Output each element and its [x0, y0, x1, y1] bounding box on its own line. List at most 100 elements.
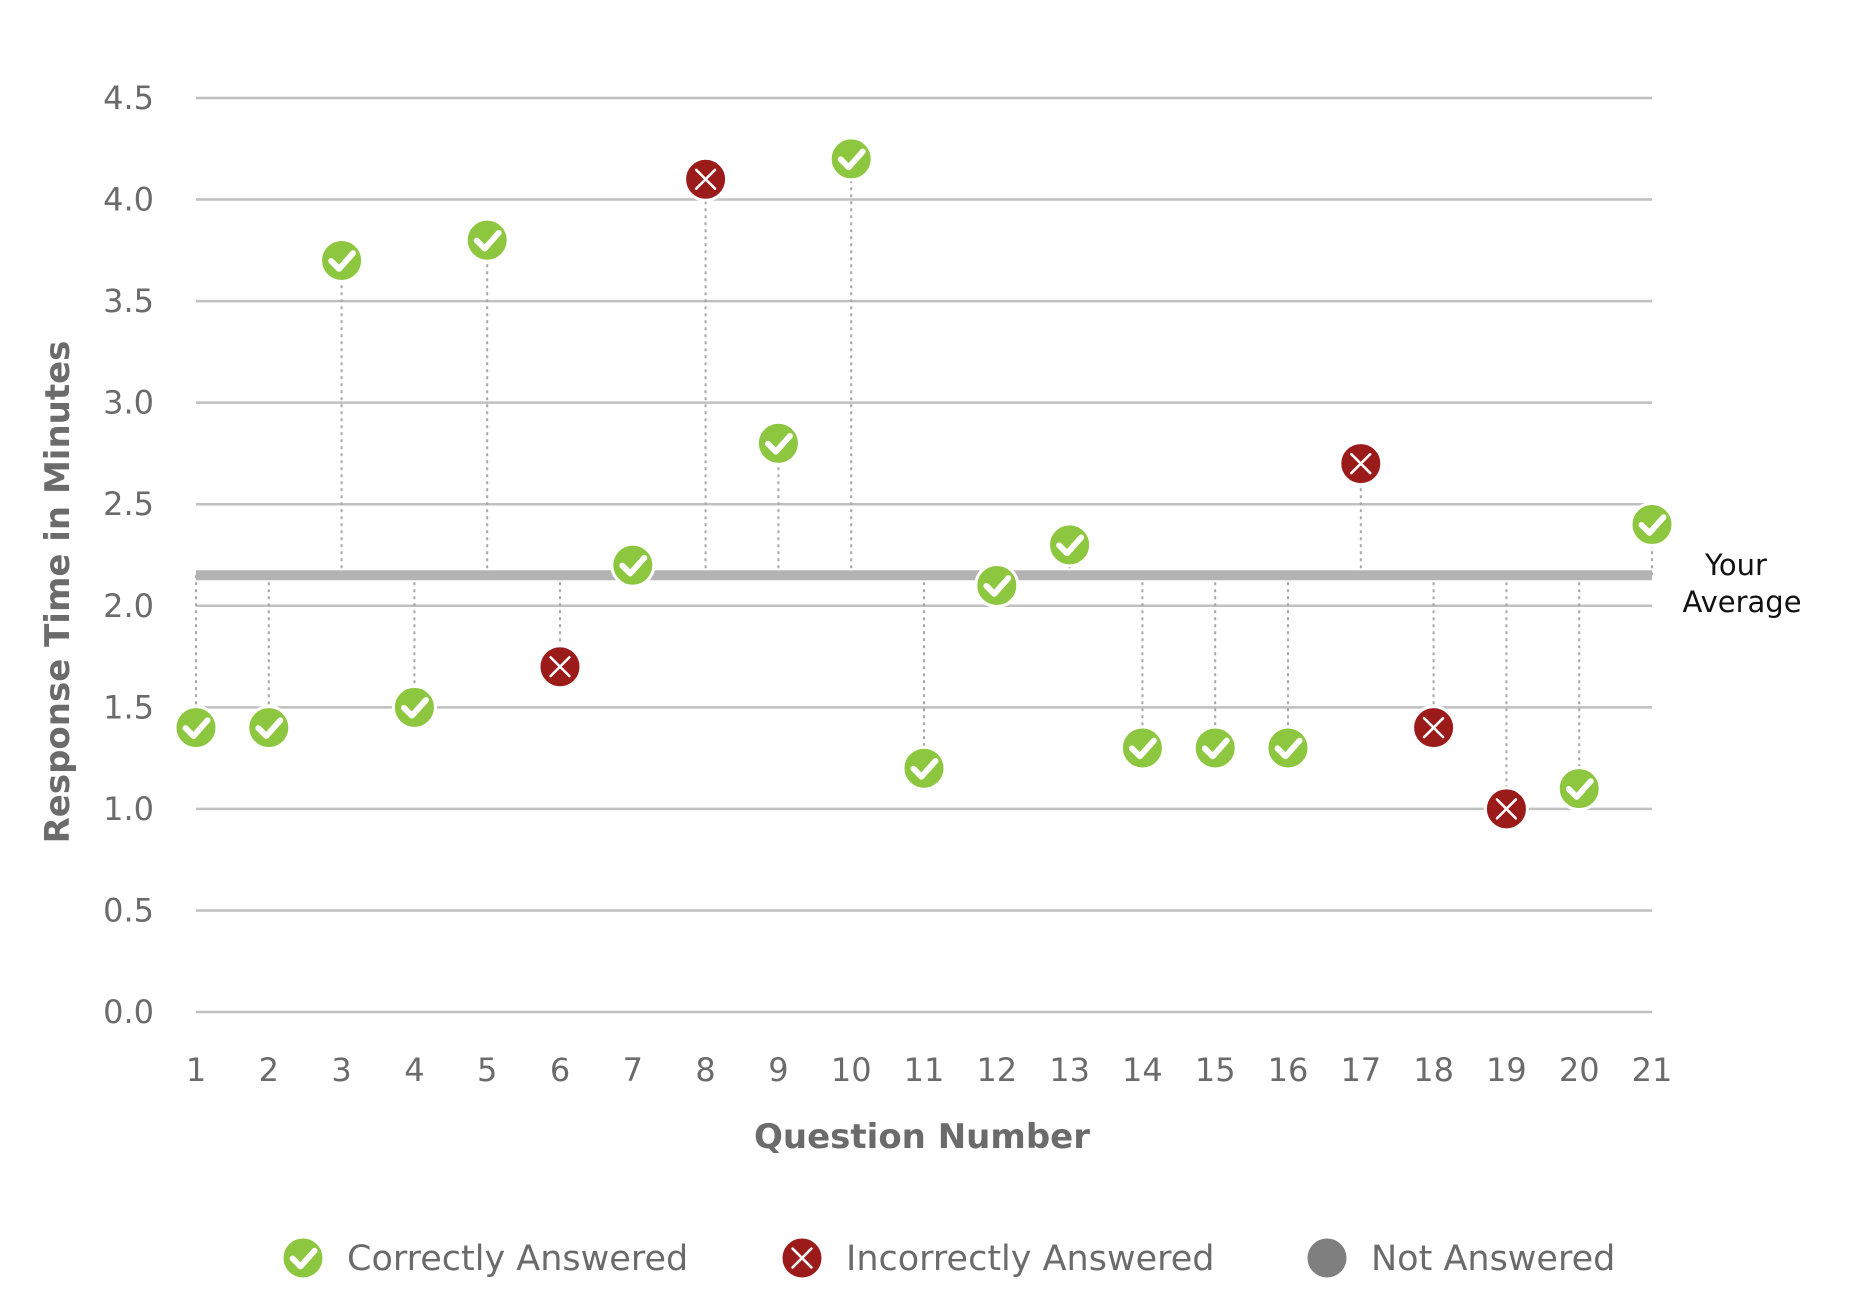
x-tick-label: 19: [1486, 1051, 1527, 1089]
check-circle-icon: [1192, 725, 1238, 771]
x-mark: [694, 168, 717, 190]
legend-item-none: Not Answered: [1304, 1235, 1615, 1281]
x-tick-label: 5: [477, 1051, 497, 1089]
x-tick-label: 21: [1632, 1051, 1673, 1089]
x-tick-label: 6: [550, 1051, 570, 1089]
data-point: [974, 562, 1020, 608]
average-label-line1: Your: [1704, 548, 1767, 582]
check-circle-icon: [828, 136, 874, 182]
data-point: [828, 136, 874, 182]
check-mark: [1056, 534, 1085, 557]
legend-label: Correctly Answered: [347, 1239, 688, 1279]
data-point: [537, 644, 583, 690]
y-axis-ticks: 0.0 0.5 1.0 1.5 2.0 2.5 3.0 3.5 4.0 4.5: [103, 79, 154, 1031]
legend-marker: [779, 1235, 825, 1281]
x-tick-label: 2: [259, 1051, 279, 1089]
check-circle-icon: [280, 1235, 326, 1281]
check-circle-icon: [391, 684, 437, 730]
check-mark: [255, 717, 284, 739]
check-mark: [289, 1247, 318, 1270]
check-mark: [328, 250, 357, 272]
check-circle-icon: [319, 237, 365, 283]
check-mark: [1128, 737, 1157, 760]
check-circle-icon: [755, 420, 801, 466]
y-tick-label: 1.0: [103, 790, 154, 828]
data-point: [1338, 441, 1384, 487]
data-point: [1192, 725, 1238, 771]
y-tick-label: 4.0: [103, 181, 154, 219]
check-circle-icon: [1265, 725, 1311, 771]
y-tick-label: 3.5: [103, 282, 154, 320]
data-point: [755, 420, 801, 466]
x-tick-label: 9: [768, 1051, 788, 1089]
check-mark: [400, 697, 429, 719]
x-axis-title: Question Number: [754, 1117, 1090, 1157]
y-tick-label: 0.5: [103, 891, 154, 929]
x-mark: [791, 1247, 813, 1269]
x-tick-label: 15: [1195, 1051, 1236, 1089]
data-point: [173, 705, 219, 751]
check-mark: [1565, 778, 1594, 800]
data-point: [1119, 725, 1165, 771]
y-tick-label: 2.5: [103, 485, 154, 523]
legend-marker: [280, 1235, 326, 1281]
x-mark: [1422, 716, 1445, 739]
check-mark: [473, 229, 502, 252]
check-mark: [910, 757, 939, 780]
legend-item-incorrect: Incorrectly Answered: [779, 1235, 1215, 1281]
y-tick-label: 2.0: [103, 587, 154, 625]
x-tick-label: 11: [904, 1051, 945, 1089]
x-tick-label: 20: [1559, 1051, 1600, 1089]
check-circle-icon: [1629, 502, 1675, 548]
y-axis-title: Response Time in Minutes: [38, 341, 78, 844]
data-point: [1629, 502, 1675, 548]
x-tick-label: 3: [331, 1051, 351, 1089]
y-tick-label: 1.5: [103, 688, 154, 726]
check-circle-icon: [974, 562, 1020, 608]
data-point: [319, 237, 365, 283]
data-point: [901, 745, 947, 791]
check-circle-icon: [1556, 766, 1602, 812]
average-label-line2: Average: [1682, 585, 1801, 619]
data-point: [683, 156, 729, 202]
y-tick-label: 3.0: [103, 384, 154, 422]
y-tick-label: 4.5: [103, 79, 154, 117]
data-point: [1556, 766, 1602, 812]
x-tick-label: 4: [404, 1051, 424, 1089]
check-mark: [1201, 737, 1230, 760]
data-point: [246, 705, 292, 751]
check-mark: [1274, 737, 1303, 760]
x-mark: [1495, 798, 1518, 820]
data-points: [173, 136, 1675, 832]
x-mark: [549, 656, 571, 678]
check-mark: [764, 432, 793, 455]
x-mark: [1350, 452, 1372, 475]
y-tick-label: 0.0: [103, 993, 154, 1031]
check-mark: [182, 717, 211, 739]
legend-label: Incorrectly Answered: [846, 1239, 1215, 1279]
check-mark: [837, 148, 866, 171]
legend: Correctly Answered Incorrectly Answered No…: [280, 1235, 1615, 1281]
check-circle-icon: [1119, 725, 1165, 771]
x-tick-label: 7: [623, 1051, 643, 1089]
check-mark: [983, 575, 1012, 597]
check-circle-icon: [246, 705, 292, 751]
legend-marker: [1304, 1235, 1350, 1281]
x-tick-label: 10: [831, 1051, 872, 1089]
check-circle-icon: [901, 745, 947, 791]
x-tick-label: 17: [1340, 1051, 1381, 1089]
x-axis-ticks: 1 2 3 4 5 6 7 8 9 10 11 12 13 14 15 16 17 18 19 20 21: [186, 1051, 1673, 1089]
data-point: [391, 684, 437, 730]
check-circle-icon: [464, 217, 510, 263]
check-circle-icon: [173, 705, 219, 751]
check-circle-icon: [1047, 522, 1093, 568]
gray-circle-icon: [1304, 1235, 1350, 1281]
x-tick-label: 1: [186, 1051, 206, 1089]
x-tick-label: 13: [1049, 1051, 1090, 1089]
x-tick-label: 14: [1122, 1051, 1163, 1089]
data-point: [1265, 725, 1311, 771]
data-point: [1411, 705, 1457, 751]
legend-label: Not Answered: [1371, 1239, 1615, 1279]
x-tick-label: 16: [1268, 1051, 1309, 1089]
